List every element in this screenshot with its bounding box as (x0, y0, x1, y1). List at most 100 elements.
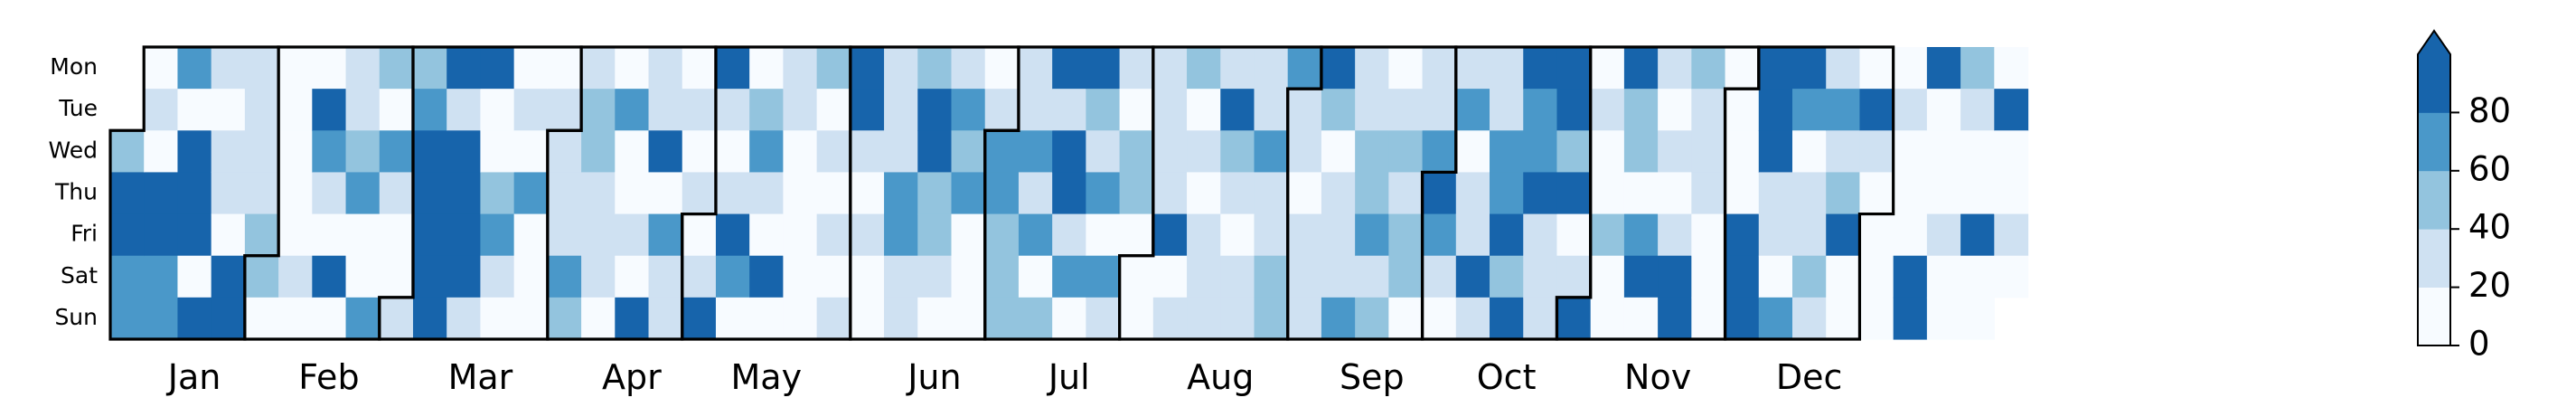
day-cell (547, 130, 582, 174)
day-cell (547, 172, 582, 215)
day-cell (1691, 255, 1726, 298)
day-cell (1052, 213, 1086, 257)
day-cell (1052, 297, 1086, 340)
day-cell (244, 172, 279, 215)
day-cell (1859, 172, 1894, 215)
colorbar-tick-label: 40 (2468, 208, 2511, 247)
day-cell (1321, 89, 1356, 131)
day-cell (1152, 89, 1188, 131)
day-cell (1758, 255, 1793, 298)
day-cell (244, 255, 279, 298)
day-cell (1052, 89, 1086, 131)
day-cell (379, 255, 414, 298)
day-cell (1725, 130, 1760, 174)
day-cell (513, 130, 549, 174)
day-label: Thu (54, 178, 98, 204)
day-cell (513, 255, 549, 298)
day-cell (177, 172, 212, 215)
day-cell (211, 47, 246, 90)
day-cell (715, 172, 750, 215)
day-cell (1691, 172, 1726, 215)
month-label: Aug (1187, 357, 1254, 397)
day-cell (1758, 89, 1793, 131)
day-cell (1254, 172, 1289, 215)
day-cell (480, 89, 515, 131)
day-cell (177, 255, 212, 298)
day-cell (1590, 297, 1625, 340)
day-cell (1926, 213, 1961, 257)
day-cell (211, 172, 246, 215)
colorbar-segment (2418, 229, 2450, 288)
day-cell (480, 297, 515, 340)
day-cell (1926, 297, 1961, 340)
month-label: Nov (1624, 357, 1691, 397)
day-cell (412, 213, 447, 257)
day-cell (1287, 130, 1322, 174)
month-border (1723, 45, 1895, 341)
colorbar: 0 20 40 60 80 (2417, 29, 2511, 364)
day-cell (816, 47, 851, 90)
day-cell (1321, 255, 1356, 298)
day-cell (984, 172, 1020, 215)
day-cell (783, 89, 818, 131)
day-cell (1792, 89, 1827, 131)
month-label: Feb (298, 357, 359, 397)
day-cell (1893, 255, 1928, 298)
day-cell (1388, 297, 1424, 340)
day-cell (177, 130, 212, 174)
day-cell (1893, 130, 1928, 174)
day-cell (1287, 255, 1322, 298)
day-cell (244, 213, 279, 257)
day-cell (1287, 172, 1322, 215)
day-cell (547, 213, 582, 257)
day-cell (1658, 297, 1692, 340)
day-cell (513, 213, 549, 257)
day-cell (715, 255, 750, 298)
day-cell (682, 213, 717, 257)
day-cell (749, 89, 784, 131)
day-cell (1220, 255, 1255, 298)
day-cell (615, 172, 650, 215)
day-cell (984, 297, 1020, 340)
colorbar-tick-label: 60 (2468, 149, 2511, 188)
day-cell (211, 255, 246, 298)
day-cell (1018, 255, 1053, 298)
day-cell (1893, 213, 1928, 257)
day-cell (1758, 213, 1793, 257)
day-cell (850, 255, 885, 298)
day-cell (715, 130, 750, 174)
day-cell (984, 47, 1020, 90)
day-cell (1658, 47, 1692, 90)
day-cell (1691, 89, 1726, 131)
day-cell (1220, 297, 1255, 340)
day-cell (1152, 297, 1188, 340)
day-cell (1490, 172, 1524, 215)
day-cell (682, 130, 717, 174)
day-cell (1859, 297, 1894, 340)
day-cell (1119, 213, 1154, 257)
day-cell (1086, 213, 1121, 257)
day-cell (177, 89, 212, 131)
day-cell (144, 47, 179, 90)
day-cell (412, 130, 447, 174)
day-cell (1119, 297, 1154, 340)
day-cell (379, 89, 414, 131)
day-cell (1792, 130, 1827, 174)
day-cell (1893, 89, 1928, 131)
day-cell (1623, 130, 1659, 174)
day-cell (1960, 213, 1995, 257)
day-cell (917, 130, 953, 174)
day-cell (917, 172, 953, 215)
day-cell (513, 297, 549, 340)
day-cell (1018, 89, 1053, 131)
month-label: May (731, 357, 803, 397)
day-cell (1725, 213, 1760, 257)
colorbar-segment (2418, 287, 2450, 346)
day-cell (177, 297, 212, 340)
day-cell (1893, 172, 1928, 215)
day-cell (1490, 89, 1524, 131)
day-cell (1287, 297, 1322, 340)
day-cell (783, 172, 818, 215)
day-cell (1826, 297, 1861, 340)
day-cell (648, 213, 683, 257)
